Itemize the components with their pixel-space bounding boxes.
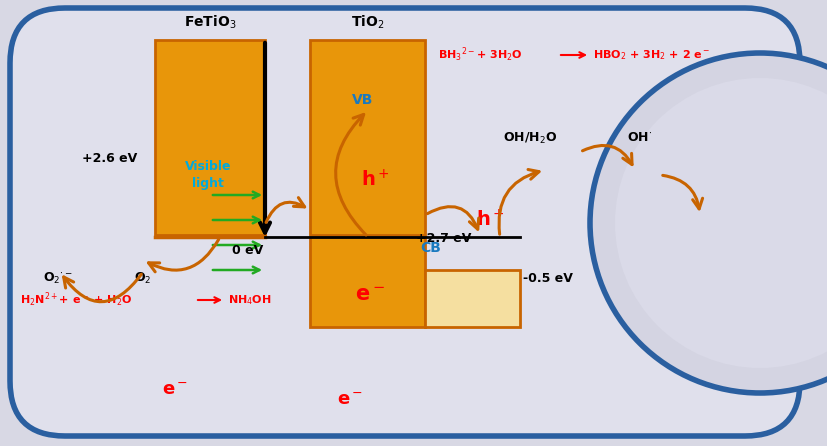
Text: NH$_4$OH: NH$_4$OH	[228, 293, 271, 307]
Text: 0 eV: 0 eV	[232, 244, 263, 257]
Text: O$_2$$^{\cdot-}$: O$_2$$^{\cdot-}$	[43, 270, 73, 285]
Text: +2.7 eV: +2.7 eV	[416, 232, 471, 245]
FancyBboxPatch shape	[310, 237, 425, 327]
Text: e$^-$: e$^-$	[337, 391, 363, 409]
Text: OH$^{\cdot}$: OH$^{\cdot}$	[628, 132, 653, 145]
Text: h$^+$: h$^+$	[476, 209, 504, 231]
Text: OH/H$_2$O: OH/H$_2$O	[503, 130, 557, 145]
FancyBboxPatch shape	[310, 40, 425, 235]
FancyBboxPatch shape	[155, 40, 265, 235]
Text: BH$_3$$^{2-}$+ 3H$_2$O: BH$_3$$^{2-}$+ 3H$_2$O	[438, 46, 523, 64]
Text: h$^+$: h$^+$	[361, 169, 390, 190]
Text: e$^-$: e$^-$	[355, 285, 385, 305]
Text: e$^-$: e$^-$	[162, 381, 188, 399]
FancyBboxPatch shape	[425, 270, 520, 327]
Text: VB: VB	[352, 93, 374, 107]
Text: H$_2$N$^{2+}$+ e$^-$ + H$_2$O: H$_2$N$^{2+}$+ e$^-$ + H$_2$O	[20, 291, 132, 309]
Text: FeTiO$_3$: FeTiO$_3$	[184, 13, 237, 31]
Text: +2.6 eV: +2.6 eV	[83, 152, 137, 165]
Text: Visible
light: Visible light	[184, 160, 232, 190]
Circle shape	[590, 53, 827, 393]
Text: HBO$_2$ + 3H$_2$ + 2 e$^-$: HBO$_2$ + 3H$_2$ + 2 e$^-$	[593, 48, 710, 62]
Text: TiO$_2$: TiO$_2$	[351, 13, 385, 31]
Text: O$_2$: O$_2$	[134, 270, 151, 285]
FancyBboxPatch shape	[10, 8, 800, 436]
Circle shape	[615, 78, 827, 368]
Text: CB: CB	[420, 241, 441, 255]
Text: -0.5 eV: -0.5 eV	[523, 272, 573, 285]
